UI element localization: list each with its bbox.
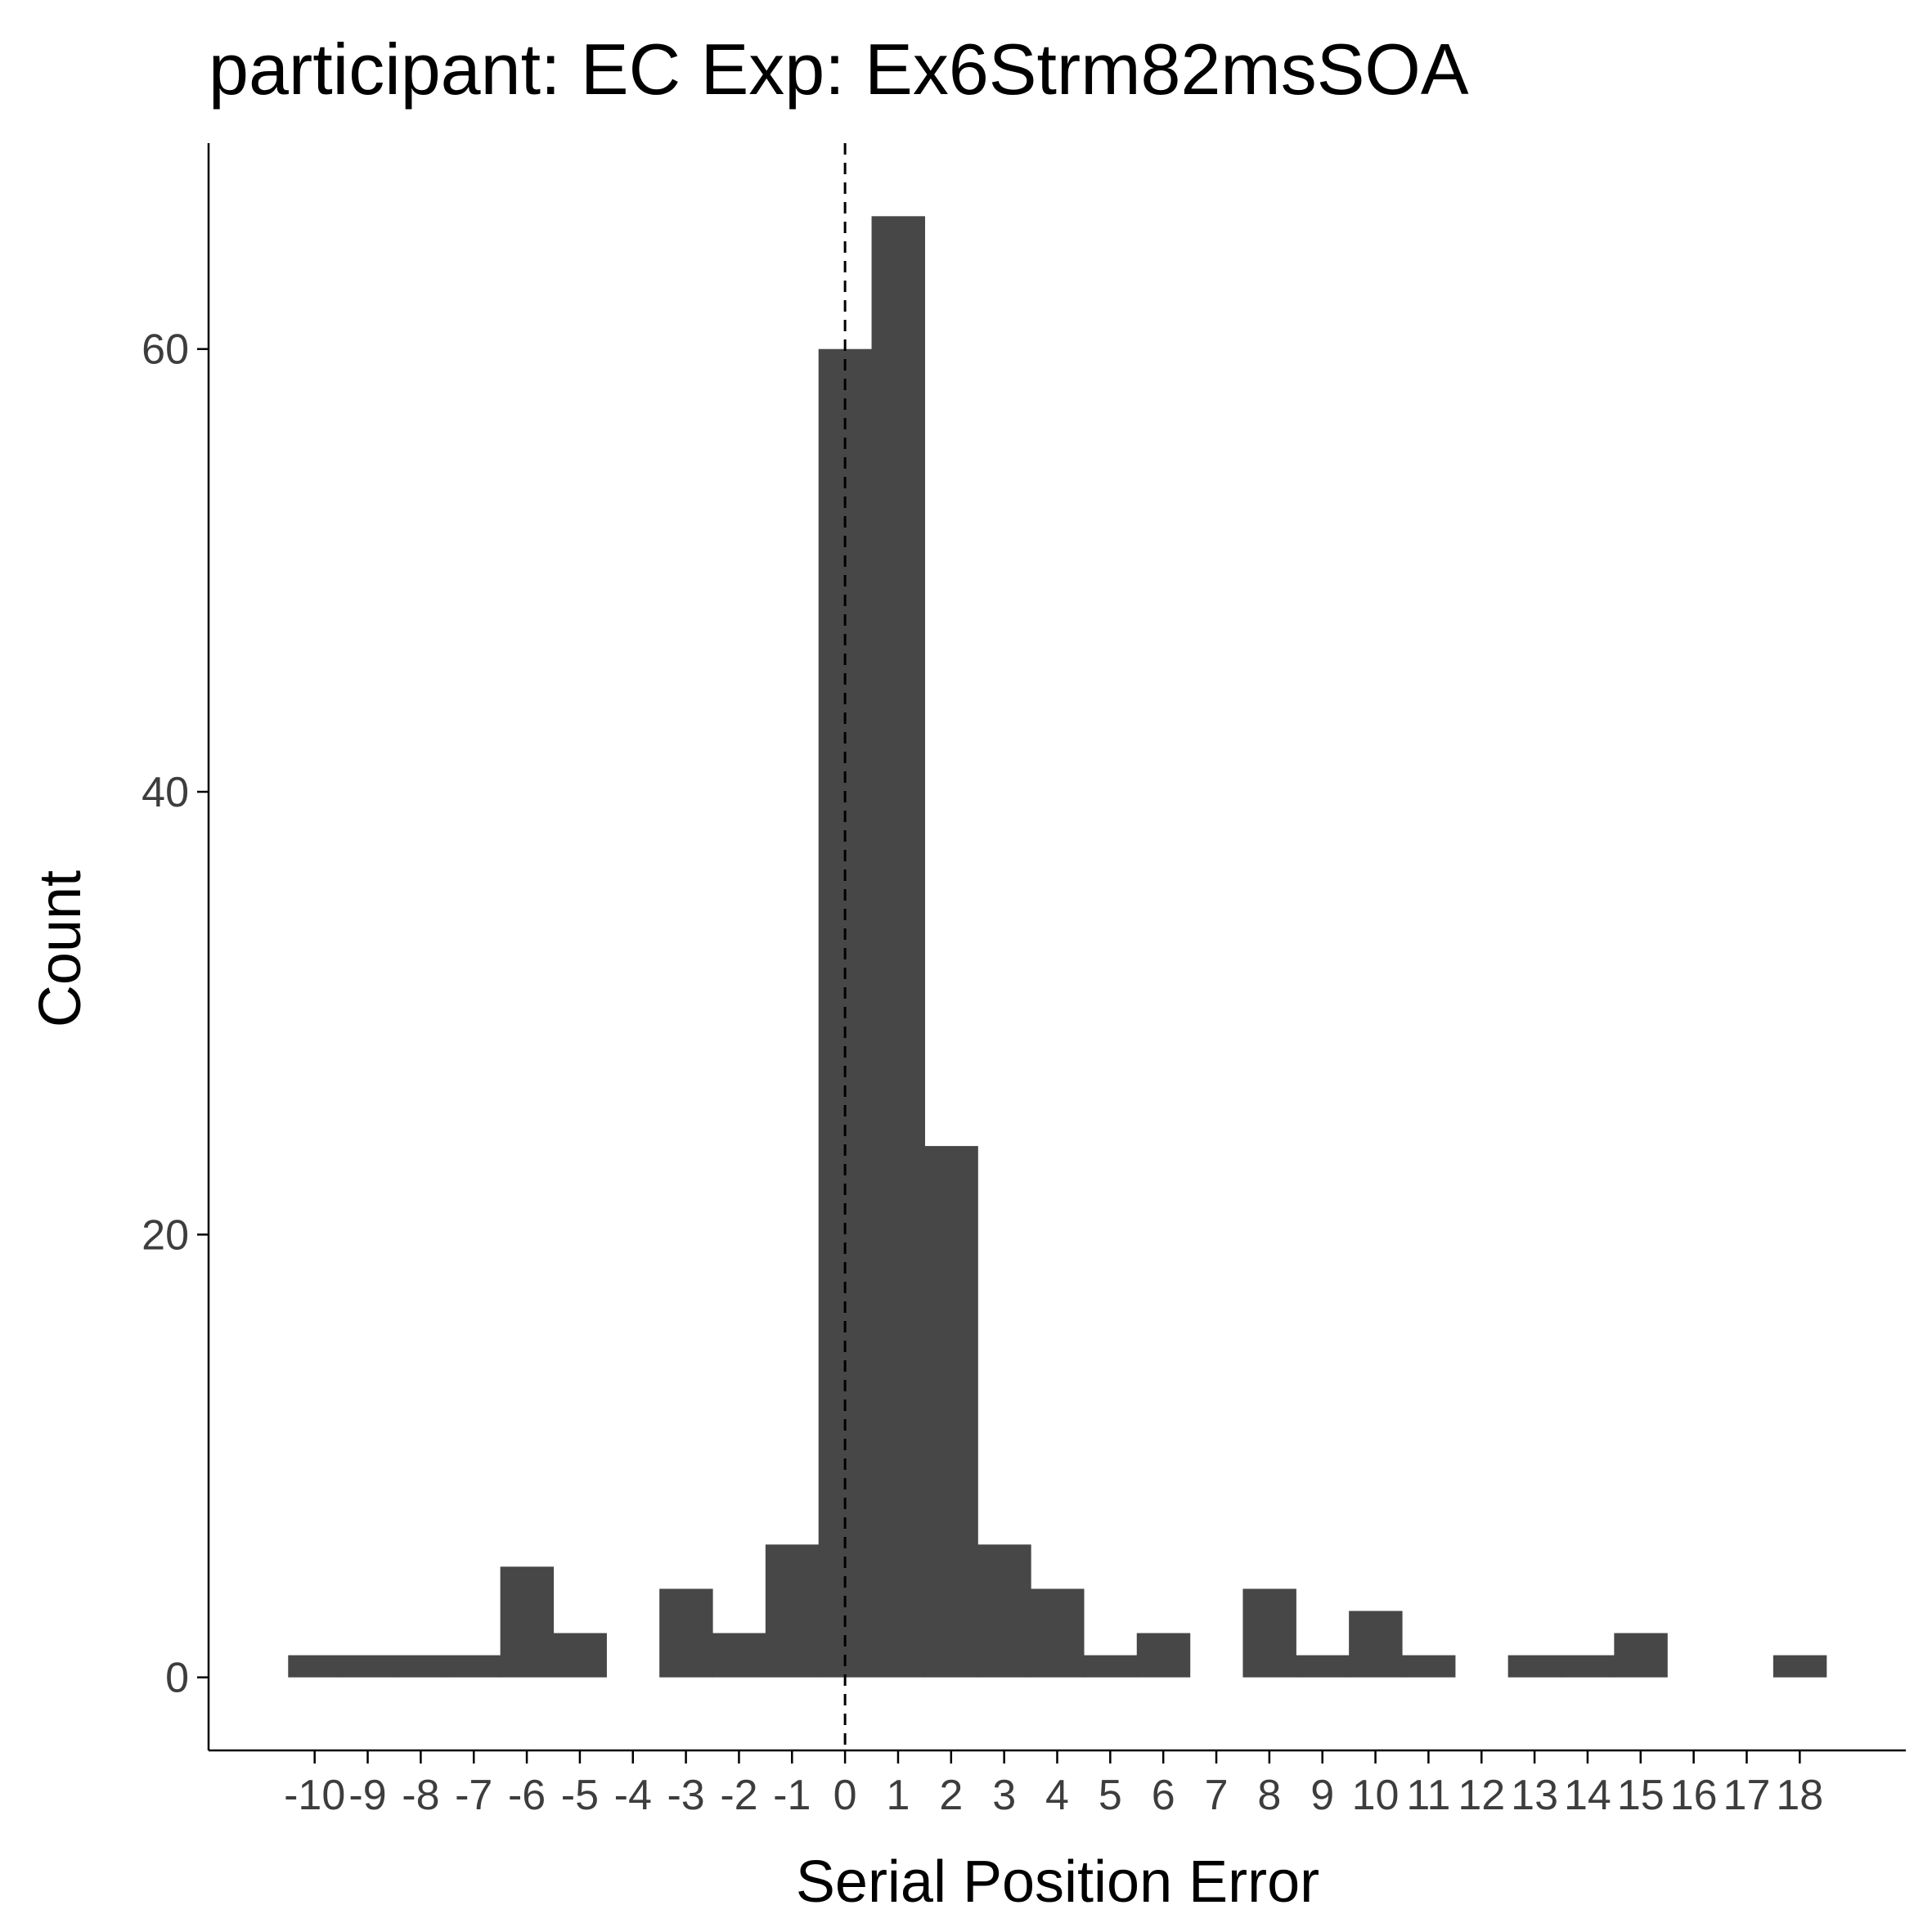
x-tick-label: -10	[284, 1772, 345, 1819]
y-tick-label: 60	[142, 326, 189, 374]
x-tick-label: 7	[1205, 1772, 1229, 1819]
x-tick-label: 8	[1257, 1772, 1281, 1819]
bar-3	[977, 1544, 1031, 1678]
bar--9	[341, 1655, 395, 1678]
x-tick-label: 10	[1352, 1772, 1400, 1819]
bar--8	[393, 1655, 448, 1678]
x-tick-label: 3	[992, 1772, 1016, 1819]
x-tick-label: -9	[348, 1772, 386, 1819]
bar-9	[1296, 1655, 1350, 1678]
x-tick-label: -8	[402, 1772, 439, 1819]
bar-4	[1031, 1588, 1085, 1678]
x-tick-label: -5	[561, 1772, 599, 1819]
x-tick-label: 13	[1511, 1772, 1558, 1819]
x-tick-label: 1	[887, 1772, 910, 1819]
axes-group	[207, 143, 1906, 1752]
bars-group	[288, 216, 1827, 1678]
x-tick-label: 16	[1670, 1772, 1718, 1819]
x-tick-label: -7	[455, 1772, 492, 1819]
bar-2	[924, 1146, 978, 1678]
x-tick-label: 17	[1723, 1772, 1771, 1819]
bar-5	[1083, 1655, 1138, 1678]
bar--6	[500, 1566, 555, 1678]
bar--10	[288, 1655, 342, 1678]
x-tick-label: 14	[1564, 1772, 1611, 1819]
chart-title: participant: EC Exp: Ex6Strm82msSOA	[209, 29, 1469, 110]
x-tick-label: -3	[667, 1772, 704, 1819]
y-axis-title: Count	[28, 870, 93, 1027]
x-tick-label: -6	[508, 1772, 546, 1819]
y-ticks-group: 0 20 40 60	[142, 326, 209, 1702]
bar-11	[1401, 1655, 1456, 1678]
x-tick-label: 0	[833, 1772, 857, 1819]
x-tick-label: 4	[1045, 1772, 1069, 1819]
x-tick-label: -4	[614, 1772, 652, 1819]
bar-15	[1614, 1633, 1668, 1678]
bar--7	[447, 1655, 501, 1678]
x-tick-label: -2	[720, 1772, 757, 1819]
x-tick-label: 18	[1776, 1772, 1823, 1819]
y-tick-label: 40	[142, 769, 189, 816]
bar-14	[1561, 1655, 1615, 1678]
bar--5	[553, 1633, 607, 1678]
x-tick-label: 11	[1406, 1772, 1450, 1819]
bar-13	[1507, 1655, 1562, 1678]
x-ticks-group: -10 -9 -8 -7 -6 -5 -4 -3 -2 -1 0 1 2 3 4 5 6 7 8 9 10 11 12 13 1…	[284, 1750, 1823, 1819]
x-tick-label: 5	[1099, 1772, 1122, 1819]
y-tick-label: 20	[142, 1211, 189, 1259]
bar-10	[1349, 1611, 1403, 1678]
x-tick-label: 15	[1617, 1772, 1665, 1819]
x-tick-label: 6	[1152, 1772, 1175, 1819]
bar--2	[712, 1633, 766, 1678]
bar-6	[1136, 1633, 1191, 1678]
bar--3	[659, 1588, 713, 1678]
x-tick-label: -1	[773, 1772, 811, 1819]
x-tick-label: 9	[1310, 1772, 1334, 1819]
x-axis-title: Serial Position Error	[796, 1849, 1319, 1915]
bar-8	[1242, 1588, 1296, 1678]
y-tick-label: 0	[165, 1655, 189, 1702]
bar--1	[765, 1544, 820, 1678]
bar-1	[871, 216, 925, 1678]
x-tick-label: 2	[939, 1772, 963, 1819]
bar-18	[1772, 1655, 1827, 1678]
x-tick-label: 12	[1458, 1772, 1505, 1819]
